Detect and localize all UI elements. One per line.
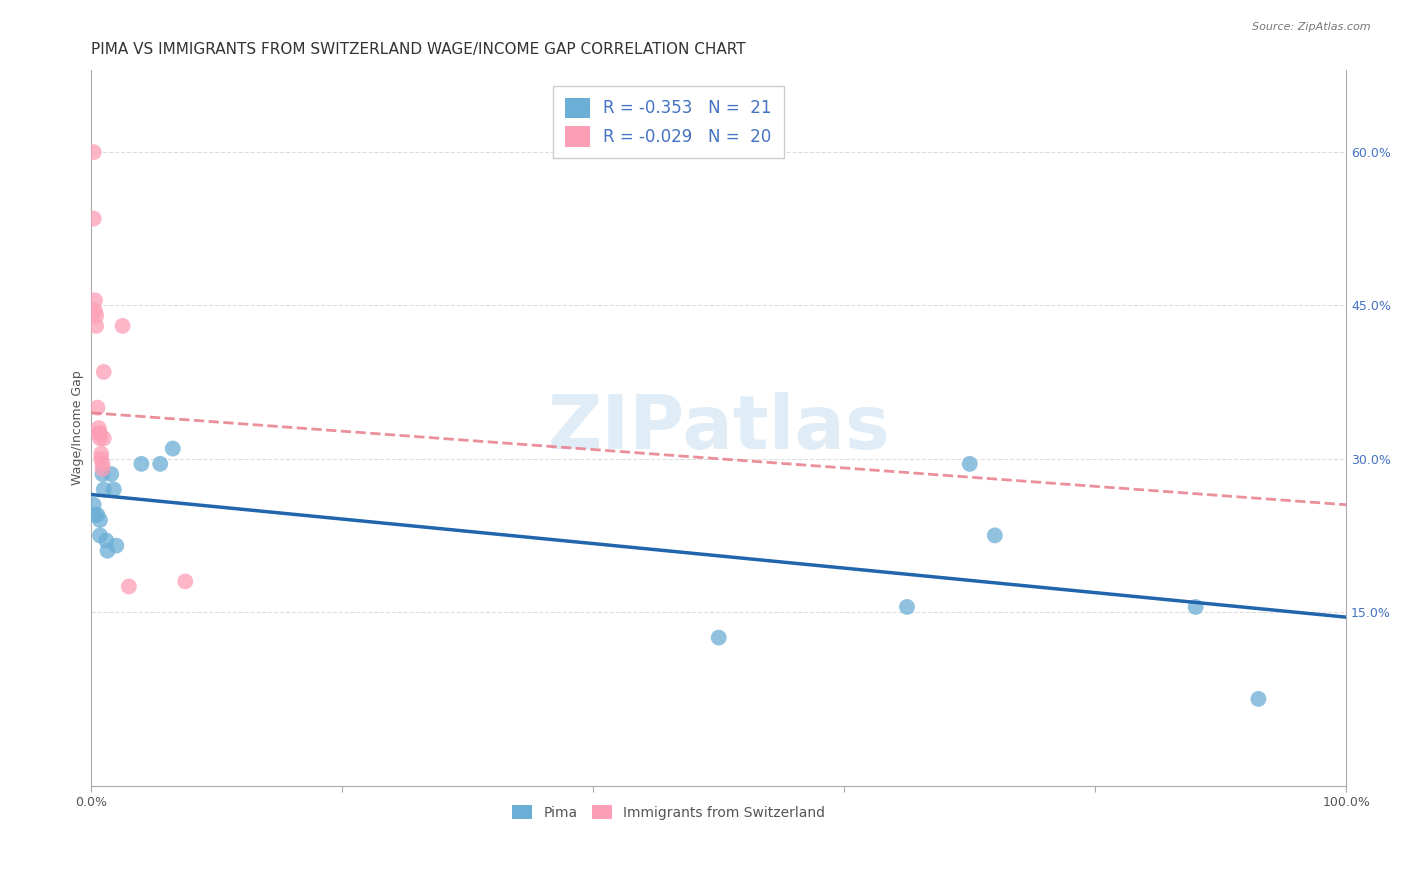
Point [86, 508, 108, 522]
Point [83, 145, 105, 160]
Point [84, 508, 107, 522]
Point [959, 457, 981, 471]
Point [162, 442, 184, 456]
Point [84, 293, 107, 308]
Point [1184, 599, 1206, 614]
Point [89, 431, 111, 445]
Point [86, 401, 108, 415]
Point [91, 467, 114, 481]
Y-axis label: Wage/Income Gap: Wage/Income Gap [72, 371, 84, 485]
Point [93, 431, 115, 445]
Text: ZIPatlas: ZIPatlas [547, 392, 890, 465]
Point [84, 303, 107, 318]
Text: PIMA VS IMMIGRANTS FROM SWITZERLAND WAGE/INCOME GAP CORRELATION CHART: PIMA VS IMMIGRANTS FROM SWITZERLAND WAGE… [91, 42, 745, 57]
Point [89, 528, 111, 542]
Point [90, 447, 112, 461]
Point [87, 421, 110, 435]
Point [87, 426, 110, 441]
Point [174, 574, 197, 589]
Point [105, 539, 128, 553]
Point [90, 451, 112, 466]
Text: Source: ZipAtlas.com: Source: ZipAtlas.com [1253, 22, 1371, 32]
Point [896, 599, 918, 614]
Point [89, 513, 111, 527]
Point [84, 309, 107, 323]
Point [707, 631, 730, 645]
Point [100, 467, 122, 481]
Point [83, 211, 105, 226]
Point [93, 365, 115, 379]
Point [89, 426, 111, 441]
Point [1247, 692, 1270, 706]
Point [984, 528, 1007, 542]
Point [149, 457, 172, 471]
Point [103, 483, 125, 497]
Legend: Pima, Immigrants from Switzerland: Pima, Immigrants from Switzerland [506, 799, 831, 825]
Point [96, 533, 118, 548]
Point [91, 462, 114, 476]
Point [93, 483, 115, 497]
Point [83, 498, 105, 512]
Point [131, 457, 153, 471]
Point [84, 318, 107, 333]
Point [111, 318, 134, 333]
Point [91, 457, 114, 471]
Point [118, 580, 141, 594]
Point [96, 543, 118, 558]
